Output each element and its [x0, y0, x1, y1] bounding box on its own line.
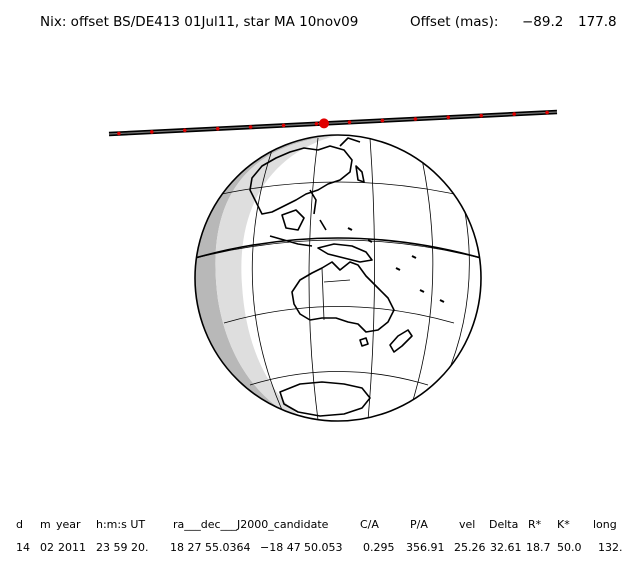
value-ra: 18 27 55.0364	[170, 541, 251, 554]
col-header-long: long	[593, 518, 617, 531]
path-tick-dot	[512, 112, 516, 116]
col-header-month: m	[40, 518, 51, 531]
col-header-vel: vel	[459, 518, 476, 531]
value-ca: 0.295	[363, 541, 395, 554]
value-time: 23 59 20.	[96, 541, 149, 554]
shadow-path	[108, 109, 558, 137]
latitude-line	[249, 371, 429, 386]
table-value-row: 14 02 2011 23 59 20. 18 27 55.0364 −18 4…	[0, 541, 643, 557]
col-header-pa: P/A	[410, 518, 428, 531]
value-pa: 356.91	[406, 541, 445, 554]
japan-coastline	[339, 137, 365, 183]
indonesia-coastline	[269, 189, 327, 247]
longitude-line	[251, 149, 283, 411]
path-tick-dot	[380, 118, 385, 123]
path-tick-dot	[545, 110, 549, 115]
col-header-kstar: K*	[557, 518, 570, 531]
path-tick-dot	[446, 115, 451, 120]
asia-coastline	[249, 145, 353, 215]
offset-x-value: −89.2	[522, 14, 564, 30]
island-marks	[347, 227, 445, 303]
value-day: 14	[16, 541, 30, 554]
latitude-line	[195, 239, 481, 259]
col-header-year: year	[56, 518, 81, 531]
path-tick-dot	[314, 122, 319, 126]
value-rstar: 18.7	[526, 541, 551, 554]
equator-line	[195, 237, 481, 259]
col-header-day: d	[16, 518, 23, 531]
night-shadow	[195, 135, 338, 421]
path-tick-dot	[479, 113, 484, 118]
path-tick-dot	[347, 120, 352, 124]
path-tick-dot	[281, 123, 286, 128]
australia-coastline	[291, 261, 395, 333]
offset-y-value: 177.8	[578, 14, 617, 30]
path-tick-dot	[215, 126, 220, 131]
value-year: 2011	[58, 541, 86, 554]
coastlines	[249, 137, 445, 417]
longitude-line	[308, 137, 319, 421]
new-guinea-coastline	[317, 243, 373, 263]
value-dec: −18 47	[260, 541, 301, 554]
path-tick-dot	[117, 131, 121, 136]
value-kstar: 50.0	[557, 541, 582, 554]
value-delta: 32.61	[490, 541, 522, 554]
twilight-band	[215, 135, 338, 421]
header-line: Nix: offset BS/DE413 01Jul11, star MA 10…	[0, 14, 643, 34]
latitude-line	[203, 181, 473, 199]
tasmania-coastline	[359, 337, 369, 347]
path-tick-dot	[150, 130, 154, 134]
value-dec-sec: 50.053	[304, 541, 343, 554]
col-header-rstar: R*	[528, 518, 542, 531]
path-time-ticks	[117, 110, 549, 136]
globe-outline	[194, 134, 482, 422]
earth-globe	[194, 134, 482, 422]
path-tick-dot	[248, 125, 253, 129]
australia-states	[321, 267, 351, 321]
value-month: 02	[40, 541, 54, 554]
col-header-delta: Delta	[489, 518, 519, 531]
globe-disk	[195, 135, 481, 421]
col-header-ca: C/A	[360, 518, 379, 531]
col-header-time: h:m:s UT	[96, 518, 146, 531]
closest-approach-marker	[319, 118, 329, 129]
longitude-line	[409, 149, 434, 411]
antarctica-coastline	[279, 381, 371, 417]
path-tick-dot	[413, 117, 418, 121]
table-header-row: d m year h:m:s UT ra___dec___J2000_candi…	[0, 518, 643, 534]
latitude-line	[223, 306, 455, 324]
longitude-line	[367, 137, 375, 421]
path-tick-dot	[183, 128, 187, 133]
shadow-path-centerline	[108, 111, 558, 135]
new-zealand-coastline	[389, 329, 413, 353]
value-vel: 25.26	[454, 541, 486, 554]
plot-title: Nix: offset BS/DE413 01Jul11, star MA 10…	[40, 14, 359, 30]
value-long: 132.	[598, 541, 623, 554]
offset-label: Offset (mas):	[410, 14, 499, 30]
col-header-coords: ra___dec___J2000_candidate	[173, 518, 329, 531]
